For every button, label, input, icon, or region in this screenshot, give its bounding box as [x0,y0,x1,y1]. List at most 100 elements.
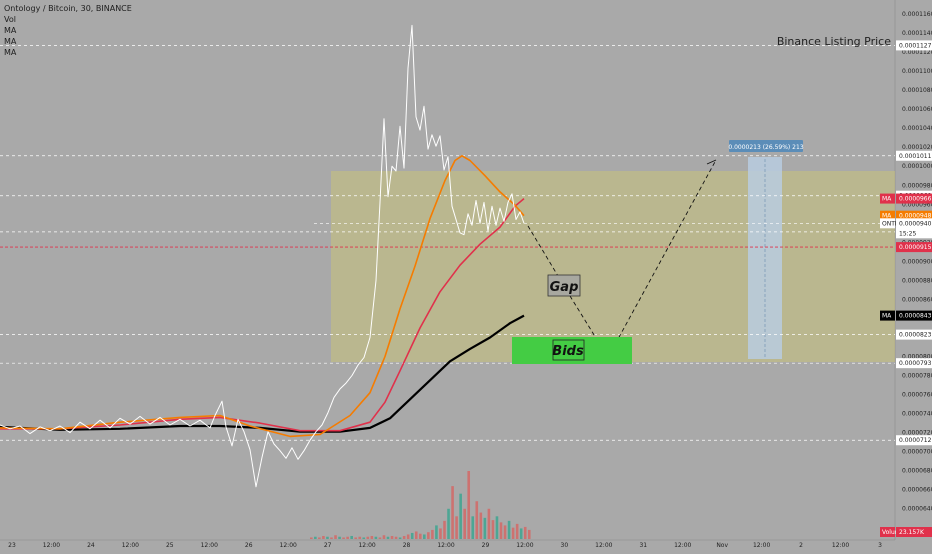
time-tick-label: 3 [878,542,882,549]
volume-bar [527,529,531,539]
volume-bar [354,537,357,539]
volume-bars [310,471,531,539]
volume-bar [318,537,321,539]
time-tick-label: 12:00 [201,542,218,549]
price-tick-label: 0.0001060 [902,106,932,113]
time-tick-label: Nov [716,542,728,549]
volume-bar [431,529,434,539]
time-tick-label: 12:00 [595,542,612,549]
legend-vol[interactable]: Vol [4,15,16,24]
time-tick-label: 31 [639,542,647,549]
volume-bar [443,520,446,539]
time-tick-label: 27 [324,542,332,549]
price-tick-label: 0.0001020 [902,144,932,151]
price-badge-tag [880,218,895,229]
legend-ma-1[interactable]: MA [4,26,17,35]
binance-listing-label: Binance Listing Price [777,35,891,48]
volume-bar [386,536,390,539]
volume-bar [334,535,337,539]
price-tick-label: 0.0000700 [902,449,932,456]
time-tick-label: 28 [403,542,411,549]
volume-bar [350,535,353,539]
range-zone [331,171,895,362]
volume-bar [451,486,454,539]
volume-bar [483,517,487,539]
volume-bar [459,493,462,539]
legend-ma-3[interactable]: MA [4,48,17,57]
time-tick-label: 12:00 [832,542,849,549]
volume-bar [423,534,426,539]
volume-bar [314,536,317,539]
chart-legend: Ontology / Bitcoin, 30, BINANCE Vol MA M… [4,3,132,58]
time-tick-label: 12:00 [674,542,691,549]
volume-bar [338,536,341,539]
price-tick-label: 0.0001000 [902,163,932,170]
price-badge [896,218,932,229]
price-tick-label: 0.0001140 [902,30,932,37]
volume-bar [519,528,523,539]
volume-bar [523,526,527,539]
price-badge [896,242,932,253]
volume-bar [406,534,410,539]
price-badge-tag-label: MA [882,196,892,203]
volume-bar [439,528,442,539]
price-series [0,24,525,488]
price-tick-label: 0.0000860 [902,296,932,303]
price-badge-tag [880,193,895,204]
level-badge-label: 0.0001127 [899,42,932,49]
legend-ma-2[interactable]: MA [4,37,17,46]
series-line [0,24,525,488]
time-tick-label: 25 [166,542,174,549]
volume-bar [455,516,458,539]
price-badge-tag [880,527,895,537]
price-tick-label: 0.0000780 [902,373,932,380]
volume-bar [410,532,414,539]
volume-bar [447,508,450,539]
volume-bar [370,535,374,539]
horizontal-levels [0,45,895,441]
time-axis[interactable]: 23 12:00 24 12:00 25 12:00 26 12:00 27 12:00 28 12:… [8,542,882,549]
volume-bar [499,522,503,539]
price-tick-label: 0.0000760 [902,392,932,399]
volume-bar [495,516,499,539]
volume-bar [394,536,398,539]
price-badge [896,193,932,204]
volume-bar [310,537,313,539]
volume-bar [471,516,475,539]
volume-bar [378,537,382,539]
price-badge-tag-label: MA [882,213,892,220]
arrowhead-up [706,159,717,165]
price-badge [896,527,932,537]
series-line [0,155,525,438]
projection-segment-3 [611,159,717,351]
price-badge-tag-label: ONTBTC [882,220,907,227]
series-line [0,314,525,433]
price-tick-label: 0.0000880 [902,277,932,284]
volume-bar [366,536,370,539]
price-badge-value: 0.0000966 [899,196,932,203]
volume-bar [414,531,418,539]
price-tick-label: 0.0000980 [902,182,932,189]
series-line [0,197,525,432]
time-tick-label: 12:00 [122,542,139,549]
price-badge-tag [880,310,895,321]
price-badge-value: 0.0000915 [899,244,932,251]
measure-box [748,157,782,359]
volume-bar [358,536,362,539]
price-badge-value: 0.0000940 [899,220,932,227]
volume-bar [515,523,519,539]
price-tick-label: 0.0001040 [902,125,932,132]
price-badge-value: 23.157K [899,529,925,536]
price-tick-label: 0.0000720 [902,430,932,437]
volume-bar [467,471,471,539]
volume-bar [463,508,466,539]
price-badge-tag-label: MA [882,313,892,320]
volume-bar [326,536,329,539]
volume-bar [487,508,491,539]
time-tick-label: 29 [482,542,490,549]
legend-symbol[interactable]: Ontology / Bitcoin, 30, BINANCE [4,4,132,13]
price-axis[interactable] [895,0,932,550]
measure-label: 0.0000213 (26.59%) 213 [728,144,803,151]
